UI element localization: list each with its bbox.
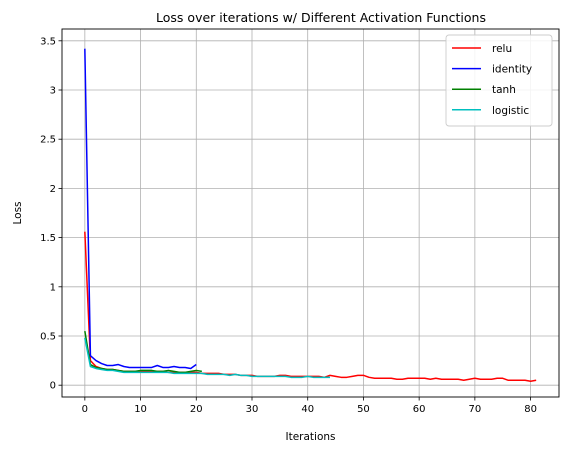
x-tick-label: 50 bbox=[357, 404, 370, 415]
y-axis-label: Loss bbox=[12, 201, 24, 224]
x-tick-label: 60 bbox=[413, 404, 426, 415]
y-tick-label: 2 bbox=[50, 184, 56, 195]
legend-label-logistic: logistic bbox=[492, 105, 529, 117]
x-tick-label: 70 bbox=[468, 404, 481, 415]
x-tick-label: 10 bbox=[134, 404, 147, 415]
series-line-identity bbox=[84, 48, 197, 370]
legend-label-identity: identity bbox=[492, 64, 532, 76]
y-tick-label: 3.5 bbox=[40, 36, 56, 47]
series-line-relu bbox=[84, 231, 537, 383]
plot-frame bbox=[61, 28, 560, 398]
x-tick-label: 0 bbox=[82, 404, 88, 415]
legend-frame bbox=[445, 34, 553, 127]
x-tick-label: 80 bbox=[524, 404, 537, 415]
grid bbox=[62, 29, 559, 397]
series-line-logistic bbox=[84, 337, 330, 379]
x-axis-label: Iterations bbox=[285, 431, 335, 443]
y-tick-label: 2.5 bbox=[40, 135, 56, 146]
y-tick-label: 1.5 bbox=[40, 233, 56, 244]
y-tick-label: 0.5 bbox=[40, 331, 56, 342]
series-lines bbox=[84, 48, 537, 383]
series-line-tanh bbox=[84, 330, 202, 374]
y-tick-label: 3 bbox=[50, 86, 56, 97]
x-tick-label: 40 bbox=[301, 404, 314, 415]
x-axis-ticks: 0 10 20 30 40 50 60 70 80 bbox=[82, 397, 537, 415]
legend-label-tanh: tanh bbox=[492, 84, 516, 96]
y-tick-label: 0 bbox=[50, 381, 56, 392]
legend-label-relu: relu bbox=[492, 43, 512, 55]
x-tick-label: 30 bbox=[246, 404, 259, 415]
legend: relu identity tanh logistic bbox=[445, 34, 553, 127]
y-tick-label: 1 bbox=[50, 282, 56, 293]
x-tick-label: 20 bbox=[190, 404, 203, 415]
y-axis-ticks: 0 0.5 1 1.5 2 2.5 3 3.5 bbox=[40, 36, 62, 392]
chart-title: Loss over iterations w/ Different Activa… bbox=[156, 10, 486, 25]
